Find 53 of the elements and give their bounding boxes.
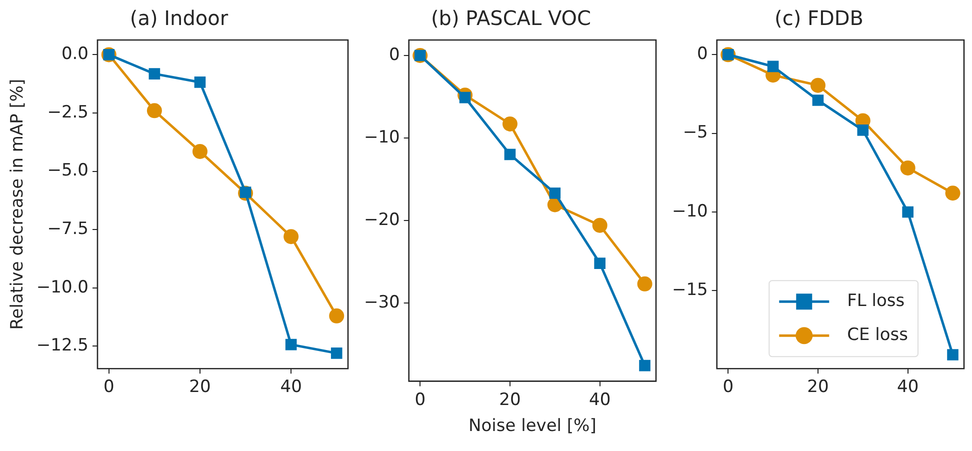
- y-tick-label: −15: [672, 280, 708, 300]
- legend-label: CE loss: [847, 325, 908, 346]
- y-tick-label: 0: [697, 44, 708, 64]
- x-tick-label: 40: [897, 377, 919, 398]
- point: [767, 60, 779, 72]
- point: [637, 276, 652, 292]
- point: [857, 124, 869, 136]
- point: [902, 206, 914, 218]
- x-tick-label: 40: [280, 377, 302, 398]
- x-tick-label: 40: [589, 390, 611, 410]
- x-tick-label: 20: [807, 377, 829, 398]
- x-tick-label: 0: [414, 390, 426, 410]
- y-tick-label: −5.0: [47, 160, 88, 181]
- point: [504, 148, 516, 160]
- point: [330, 348, 342, 359]
- point: [192, 144, 208, 159]
- y-tick-label: −12.5: [36, 336, 88, 356]
- y-tick-label: −10: [364, 127, 400, 148]
- x-axis-title: Noise level [%]: [468, 416, 596, 436]
- legend-label: FL loss: [847, 291, 905, 312]
- chart-title: (c) FDDB: [774, 6, 864, 30]
- x-tick-label: 20: [189, 377, 211, 398]
- point: [284, 229, 299, 244]
- y-tick-label: −7.5: [47, 219, 88, 240]
- point: [194, 76, 206, 88]
- point: [549, 188, 561, 199]
- chart-title: (a) Indoor: [130, 6, 229, 30]
- chart-title: (b) PASCAL VOC: [431, 6, 591, 30]
- point: [945, 186, 960, 201]
- y-tick-label: −20: [364, 210, 400, 230]
- point: [639, 360, 650, 372]
- point: [146, 103, 162, 118]
- point: [947, 349, 958, 360]
- point: [502, 116, 518, 132]
- y-axis-title: Relative decrease in mAP [%]: [8, 78, 28, 330]
- y-tick-label: 0.0: [61, 44, 88, 64]
- point: [900, 160, 916, 176]
- x-tick-label: 20: [499, 390, 521, 410]
- y-tick-label: −5: [682, 122, 708, 143]
- x-tick-label: 0: [722, 377, 734, 398]
- point: [594, 258, 606, 269]
- point: [148, 68, 160, 80]
- point: [592, 218, 608, 233]
- point: [329, 308, 344, 324]
- y-tick-label: −30: [364, 292, 400, 312]
- y-tick-label: −10.0: [36, 277, 88, 298]
- point: [810, 78, 826, 93]
- y-tick-label: 0: [389, 44, 400, 65]
- y-tick-label: −2.5: [47, 102, 88, 122]
- point: [812, 94, 824, 106]
- y-tick-label: −10: [672, 201, 708, 222]
- x-tick-label: 0: [103, 377, 114, 398]
- point: [285, 338, 297, 350]
